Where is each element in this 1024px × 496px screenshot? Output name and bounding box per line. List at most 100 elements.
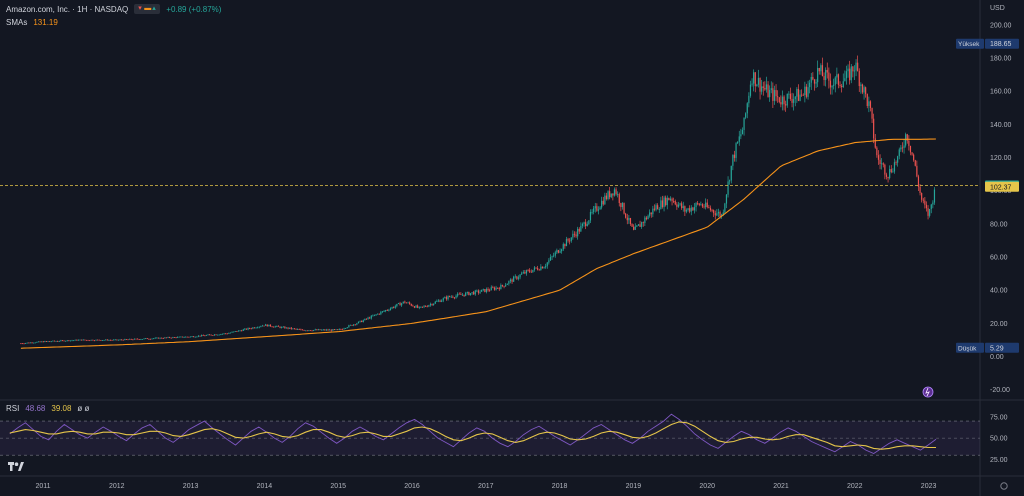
candle-body xyxy=(436,301,438,302)
candle-body xyxy=(866,94,868,106)
y-tick-label: 60.00 xyxy=(990,255,1008,262)
candle-body xyxy=(297,329,299,330)
candle-body xyxy=(479,291,481,293)
candle-body xyxy=(604,195,606,205)
candle-body xyxy=(444,297,446,299)
sma-value: 131.19 xyxy=(33,18,58,27)
candle-body xyxy=(317,329,320,331)
candle-body xyxy=(130,338,132,340)
tradingview-logo-icon[interactable] xyxy=(8,462,24,472)
candle-body xyxy=(690,207,692,212)
candle-body xyxy=(601,200,603,208)
candle-body xyxy=(812,76,814,80)
candle-body xyxy=(594,206,596,209)
candle-body xyxy=(871,107,873,119)
candle-body xyxy=(554,252,556,256)
candle-body xyxy=(362,320,364,323)
candle-body xyxy=(895,162,897,164)
candle-body xyxy=(468,292,470,296)
symbol-legend[interactable]: Amazon.com, Inc. · 1H · NASDAQ ▾ ▬ ▴ +0.… xyxy=(6,4,221,14)
candle-body xyxy=(650,212,652,215)
candle-body xyxy=(220,334,222,335)
candle-body xyxy=(426,306,428,308)
candle-body xyxy=(97,339,99,341)
candle-body xyxy=(207,334,209,336)
candle-body xyxy=(700,204,702,206)
candle-body xyxy=(815,82,817,84)
candle-body xyxy=(399,303,401,306)
candle-body xyxy=(55,341,57,342)
candle-body xyxy=(927,208,929,216)
rsi-axis[interactable]: 25.00 50.00 75.00 xyxy=(990,414,1008,464)
candle-body xyxy=(282,326,284,328)
candle-body xyxy=(335,329,337,331)
candle-body xyxy=(596,206,598,211)
candle-body xyxy=(764,87,766,90)
candle-body xyxy=(105,339,107,341)
ohlc-badge[interactable]: ▾ ▬ ▴ xyxy=(134,4,161,14)
symbol-title[interactable]: Amazon.com, Inc. · 1H · NASDAQ xyxy=(6,4,129,14)
rsi-extra: ø ø xyxy=(77,404,90,413)
candle-body xyxy=(453,297,456,299)
candle-body xyxy=(549,257,552,261)
candle-body xyxy=(597,209,600,211)
candle-body xyxy=(313,329,315,331)
candle-body xyxy=(762,86,764,88)
candle-body xyxy=(373,314,376,316)
candle-body xyxy=(44,341,46,343)
candle-body xyxy=(49,341,51,343)
candle-body xyxy=(525,270,528,274)
candle-body xyxy=(228,333,230,334)
candle-body xyxy=(793,99,795,103)
x-axis[interactable]: 2011 2012 2013 2014 2015 2016 2017 2018 2019 2020… xyxy=(35,482,1008,490)
candle-body xyxy=(28,342,30,344)
y-tick-label: 120.00 xyxy=(990,155,1012,162)
sma-layer xyxy=(20,138,936,349)
candle-body xyxy=(783,96,785,105)
candle-body xyxy=(167,337,169,338)
candle-body xyxy=(645,217,648,220)
y-axis[interactable]: USD-20.000.0020.0040.0060.0080.00100.001… xyxy=(990,5,1012,394)
candle-body xyxy=(881,163,883,165)
candle-body xyxy=(498,288,500,290)
candle-body xyxy=(60,340,62,342)
candle-body xyxy=(537,268,539,270)
rsi-value: 48.68 xyxy=(25,404,46,413)
candle-body xyxy=(909,145,912,153)
candle-body xyxy=(509,279,512,282)
candle-body xyxy=(834,77,836,85)
candle-body xyxy=(751,83,753,85)
candle-body xyxy=(405,302,408,304)
candle-body xyxy=(754,72,756,87)
candle-body xyxy=(693,207,696,211)
currency-label: USD xyxy=(990,5,1005,12)
sma-label[interactable]: SMAs xyxy=(6,18,28,27)
candle-body xyxy=(242,329,244,331)
rsi-legend[interactable]: RSI 48.68 39.08 ø ø xyxy=(6,404,89,413)
candle-body xyxy=(503,285,505,287)
candle-body xyxy=(692,207,694,211)
candle-body xyxy=(108,339,110,341)
candle-body xyxy=(761,86,763,92)
candle-body xyxy=(212,335,214,336)
candle-body xyxy=(330,329,332,331)
candle-body xyxy=(221,333,224,335)
candle-body xyxy=(889,169,891,179)
candle-body xyxy=(932,202,934,205)
candle-body xyxy=(181,336,184,338)
candle-body xyxy=(767,84,769,98)
candle-body xyxy=(602,200,604,205)
candle-body xyxy=(473,292,475,295)
candle-body xyxy=(103,340,105,341)
candle-body xyxy=(113,339,115,341)
candle-body xyxy=(265,324,267,326)
candle-body xyxy=(628,218,630,221)
candle-body xyxy=(660,200,662,210)
candle-body xyxy=(517,277,520,279)
rsi-label[interactable]: RSI xyxy=(6,404,20,413)
candle-body xyxy=(319,329,321,331)
candle-body xyxy=(322,329,324,331)
candle-body xyxy=(874,138,876,148)
sma-legend[interactable]: SMAs 131.19 xyxy=(6,18,58,27)
